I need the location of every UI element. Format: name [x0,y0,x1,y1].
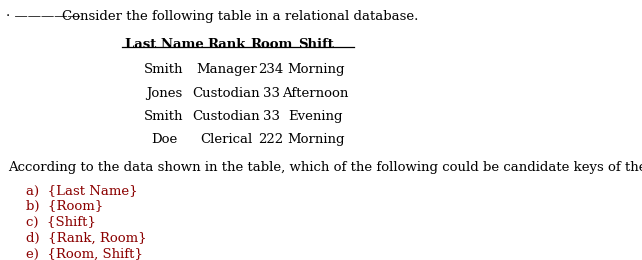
Text: d)  {Rank, Room}: d) {Rank, Room} [26,232,146,245]
Text: According to the data shown in the table, which of the following could be candid: According to the data shown in the table… [8,161,642,174]
Text: Morning: Morning [287,133,345,146]
Text: Consider the following table in a relational database.: Consider the following table in a relati… [62,10,418,23]
Text: · —————: · ————— [6,10,85,23]
Text: 222: 222 [259,133,284,146]
Text: Smith: Smith [144,110,184,123]
Text: Afternoon: Afternoon [282,87,349,100]
Text: Manager: Manager [196,63,257,76]
Text: Doe: Doe [151,133,177,146]
Text: Evening: Evening [288,110,343,123]
Text: Custodian: Custodian [193,110,261,123]
Text: Morning: Morning [287,63,345,76]
Text: 234: 234 [259,63,284,76]
Text: Rank: Rank [207,38,246,51]
Text: Last Name: Last Name [125,38,204,51]
Text: 33: 33 [263,87,280,100]
Text: b)  {Room}: b) {Room} [26,200,103,213]
Text: Smith: Smith [144,63,184,76]
Text: 33: 33 [263,110,280,123]
Text: a)  {Last Name}: a) {Last Name} [26,185,137,198]
Text: c)  {Shift}: c) {Shift} [26,216,96,229]
Text: e)  {Room, Shift}: e) {Room, Shift} [26,247,143,260]
Text: Clerical: Clerical [200,133,253,146]
Text: Room: Room [250,38,292,51]
Text: Shift: Shift [298,38,334,51]
Text: Jones: Jones [146,87,182,100]
Text: Custodian: Custodian [193,87,261,100]
